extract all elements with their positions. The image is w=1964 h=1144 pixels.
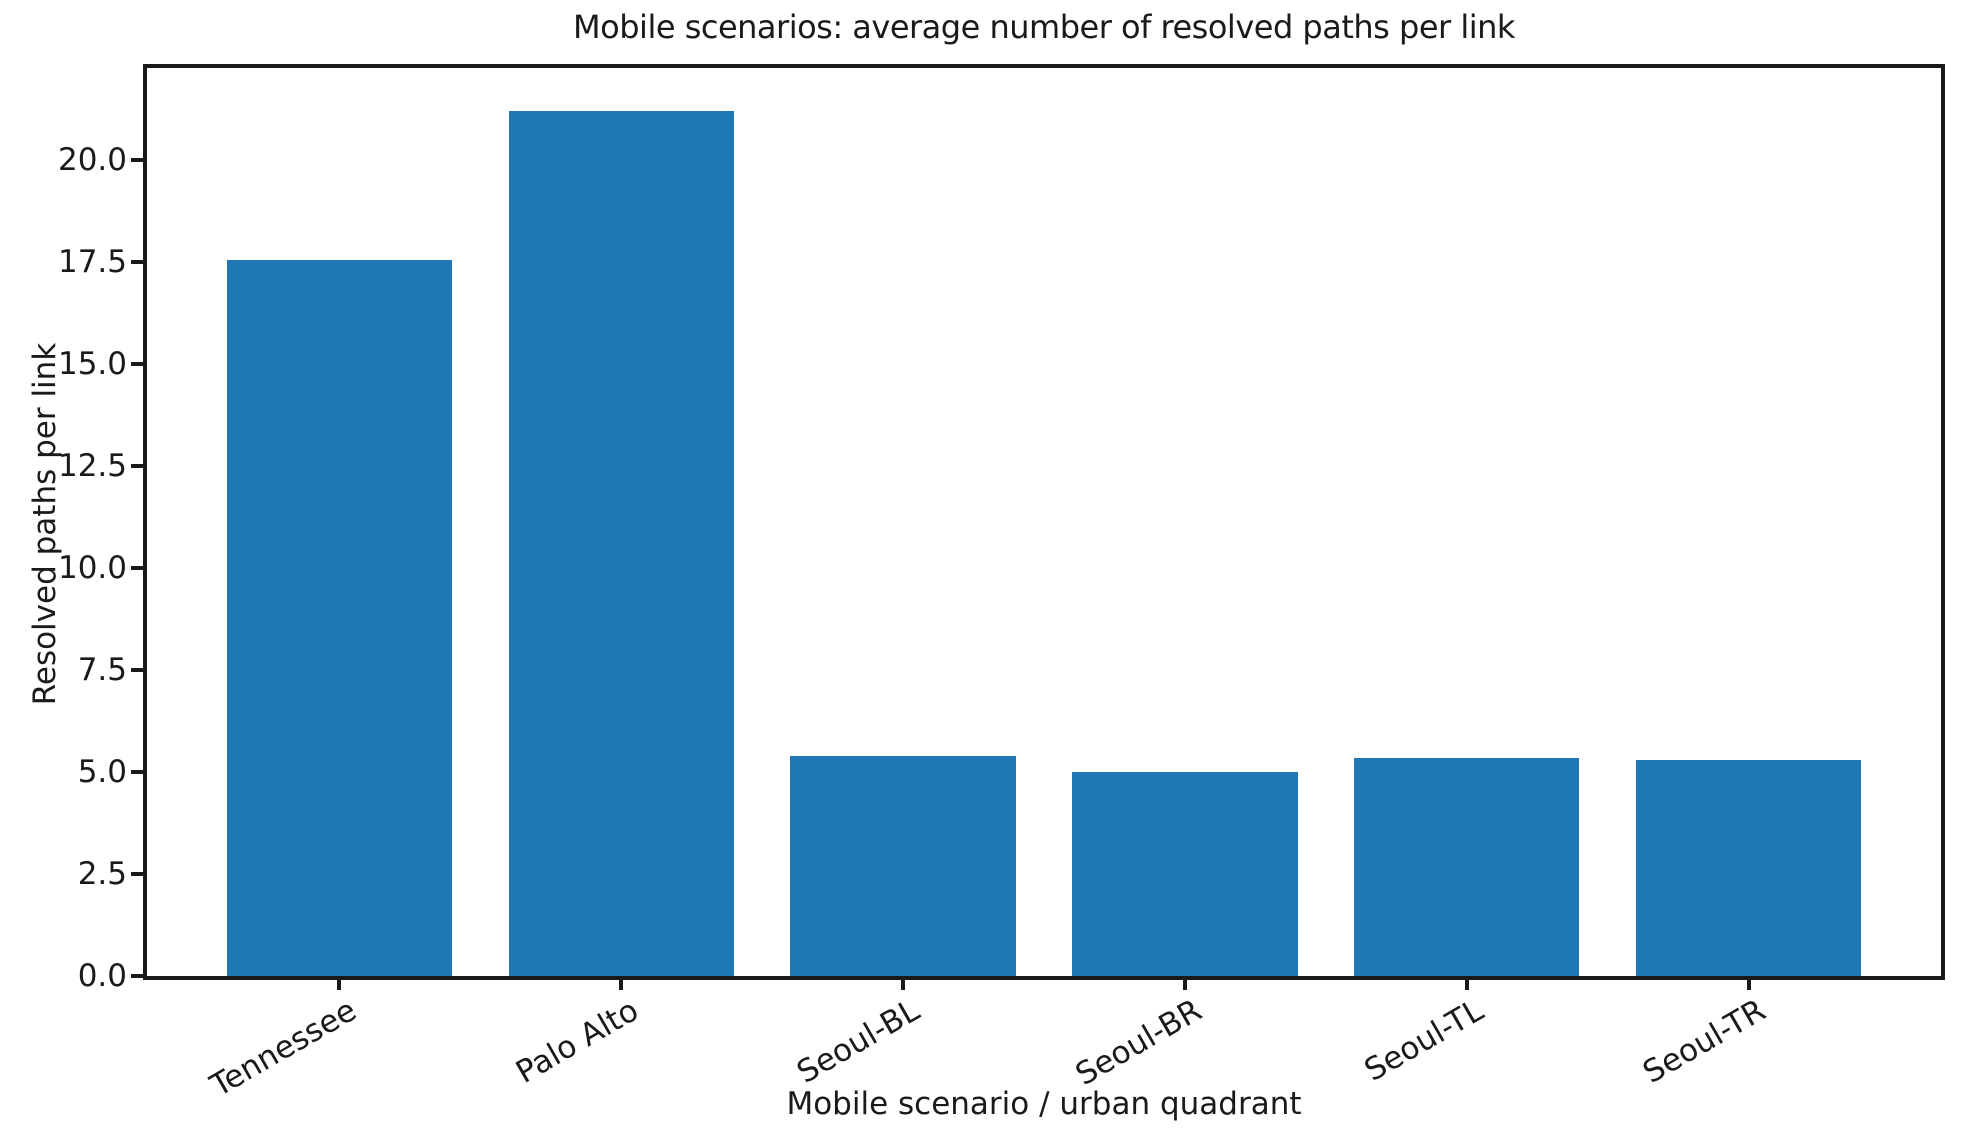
bar-seoul-bl <box>790 755 1016 976</box>
y-tick-label: 12.5 <box>57 447 127 484</box>
y-tick-mark <box>131 871 143 876</box>
x-tick-label-seoul-br: Seoul-BR <box>1069 992 1208 1093</box>
y-tick-label: 15.0 <box>57 345 127 382</box>
y-tick-label: 7.5 <box>77 651 127 688</box>
x-tick-mark <box>901 978 906 990</box>
x-tick-label-seoul-bl: Seoul-BL <box>791 992 927 1091</box>
bar-seoul-tl <box>1354 757 1580 976</box>
y-tick-label: 17.5 <box>57 243 127 280</box>
x-tick-mark <box>337 978 342 990</box>
bar-palo-alto <box>508 110 734 976</box>
x-tick-mark <box>1746 978 1751 990</box>
y-tick-mark <box>131 463 143 468</box>
x-tick-label-seoul-tl: Seoul-TL <box>1358 992 1490 1089</box>
x-tick-mark <box>1464 978 1469 990</box>
bar-seoul-tr <box>1635 759 1862 976</box>
y-tick-mark <box>131 974 143 978</box>
x-tick-label-palo-alto: Palo Alto <box>509 992 645 1091</box>
y-tick-mark <box>131 259 143 264</box>
y-tick-label: 2.5 <box>77 855 127 892</box>
y-tick-mark <box>131 565 143 570</box>
y-tick-label: 20.0 <box>57 141 127 178</box>
x-axis-label: Mobile scenario / urban quadrant <box>786 1086 1302 1122</box>
bar-tennessee <box>226 259 453 976</box>
x-tick-mark <box>1182 978 1187 990</box>
y-tick-mark <box>131 361 143 366</box>
chart-title: Mobile scenarios: average number of reso… <box>573 8 1515 46</box>
y-tick-mark <box>131 157 143 162</box>
y-tick-label: 0.0 <box>77 958 127 994</box>
bar-seoul-br <box>1072 771 1298 976</box>
y-tick-mark <box>131 769 143 774</box>
y-tick-label: 10.0 <box>57 549 127 586</box>
plot-area <box>143 64 1945 980</box>
x-tick-label-seoul-tr: Seoul-TR <box>1636 992 1772 1091</box>
y-tick-label: 5.0 <box>77 753 127 790</box>
y-tick-mark <box>131 667 143 672</box>
x-tick-mark <box>619 978 624 990</box>
